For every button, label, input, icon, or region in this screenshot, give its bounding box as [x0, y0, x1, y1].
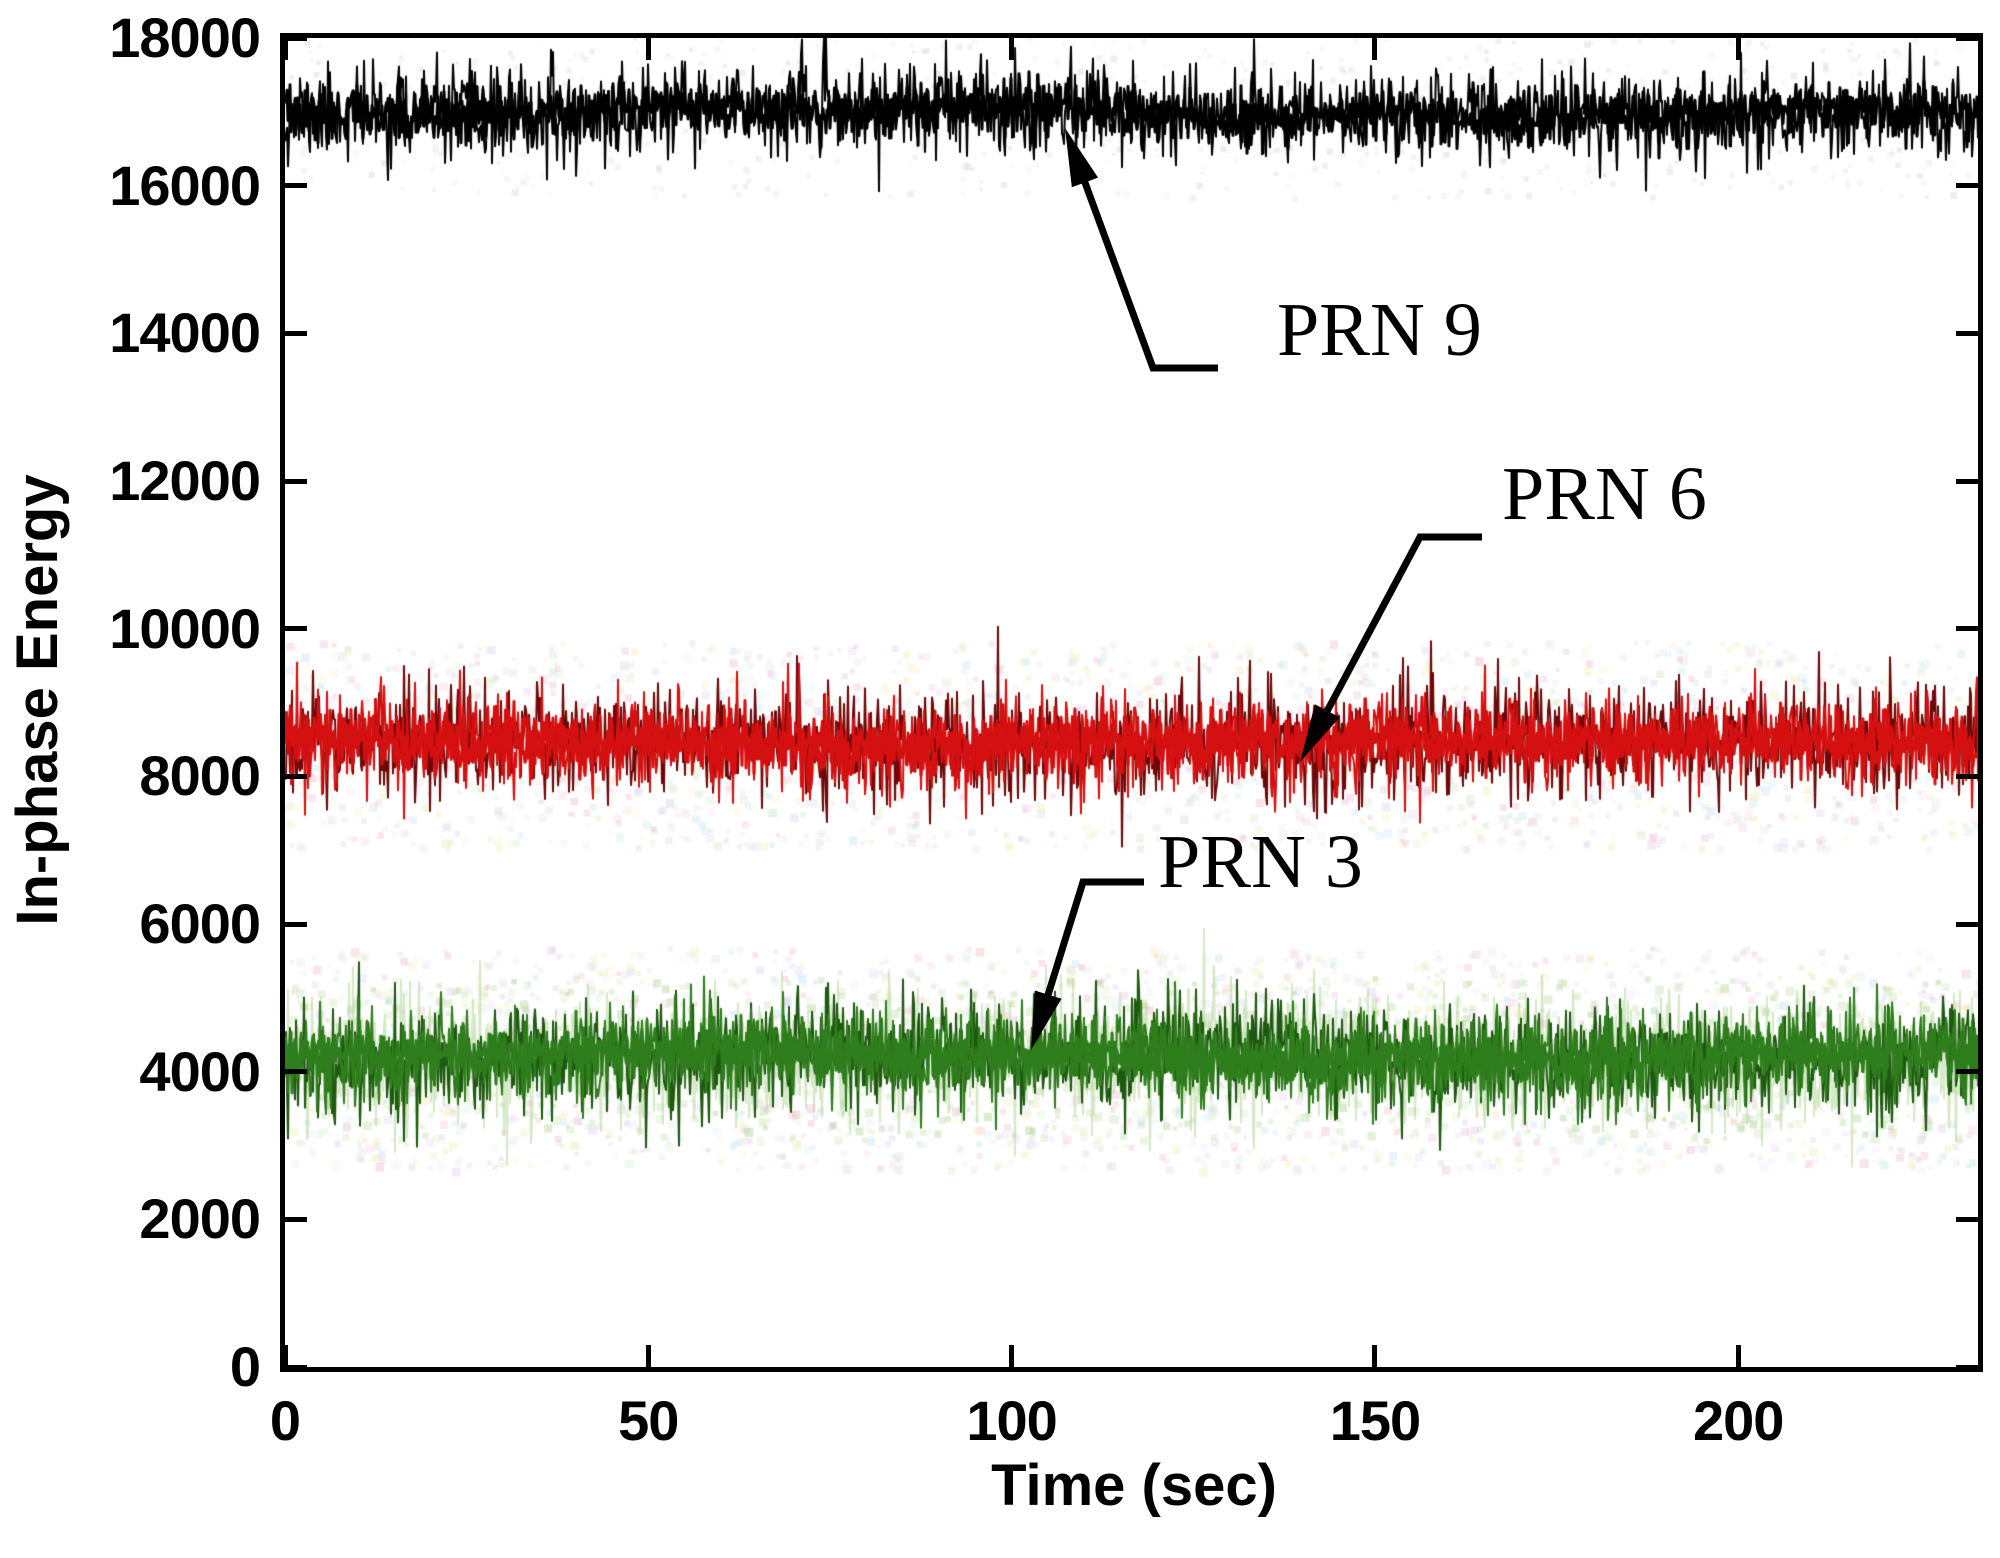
x-tick-label: 0	[269, 1389, 301, 1452]
tick-mark	[1956, 183, 1978, 189]
y-tick-label: 0	[229, 1335, 261, 1398]
y-tick-label: 14000	[109, 301, 261, 365]
y-tick-label: 12000	[109, 449, 261, 512]
tick-mark	[285, 330, 307, 336]
tick-mark	[1372, 38, 1378, 60]
tick-mark	[1956, 921, 1978, 927]
y-tick-label: 8000	[139, 744, 261, 808]
tick-mark	[1009, 38, 1015, 60]
tick-mark	[1956, 1216, 1978, 1222]
tick-mark	[285, 1216, 307, 1222]
y-tick-label: 16000	[109, 153, 261, 217]
y-tick-label: 10000	[109, 596, 261, 660]
tick-mark	[1956, 35, 1978, 41]
tick-mark	[1956, 773, 1978, 779]
tick-mark	[285, 773, 307, 779]
tick-mark	[282, 1345, 288, 1367]
tick-mark	[285, 478, 307, 484]
tick-mark	[285, 35, 307, 41]
tick-mark	[1956, 626, 1978, 632]
tick-mark	[1956, 478, 1978, 484]
annotation-label-prn3: PRN 3	[1158, 820, 1363, 904]
tick-mark	[285, 921, 307, 927]
tick-mark	[285, 1364, 307, 1370]
y-tick-label: 6000	[139, 892, 261, 955]
tick-mark	[1956, 330, 1978, 336]
x-tick-label: 50	[618, 1389, 679, 1452]
x-axis-title: Time (sec)	[991, 1453, 1277, 1518]
tick-mark	[1009, 1345, 1015, 1367]
tick-mark	[645, 1345, 651, 1367]
signal-traces-canvas	[285, 38, 1978, 1367]
tick-mark	[285, 183, 307, 189]
x-tick-label: 150	[1329, 1389, 1421, 1452]
tick-mark	[1956, 1364, 1978, 1370]
y-tick-label: 18000	[109, 6, 261, 69]
tick-mark	[1735, 1345, 1741, 1367]
tick-mark	[1372, 1345, 1378, 1367]
annotation-label-prn9: PRN 9	[1277, 288, 1482, 372]
plot-area	[280, 33, 1983, 1372]
x-tick-label: 200	[1693, 1389, 1784, 1452]
tick-mark	[285, 626, 307, 632]
y-tick-label: 4000	[139, 1039, 261, 1103]
tick-mark	[282, 38, 288, 60]
tick-mark	[1735, 38, 1741, 60]
y-tick-label: 2000	[139, 1187, 261, 1251]
annotation-label-prn6: PRN 6	[1502, 452, 1707, 536]
x-tick-label: 100	[966, 1389, 1057, 1452]
tick-mark	[645, 38, 651, 60]
tick-mark	[285, 1069, 307, 1075]
tick-mark	[1956, 1069, 1978, 1075]
